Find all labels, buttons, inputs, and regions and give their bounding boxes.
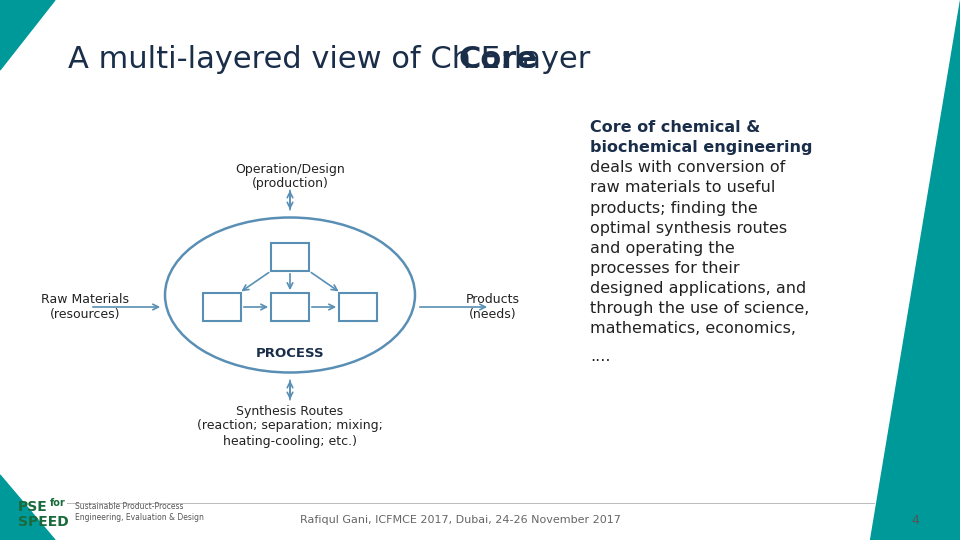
Text: 4: 4	[911, 514, 919, 526]
Polygon shape	[0, 475, 55, 540]
Text: SPEED: SPEED	[18, 515, 69, 529]
Text: optimal synthesis routes: optimal synthesis routes	[590, 221, 787, 235]
Text: Core: Core	[458, 45, 537, 74]
Text: ....: ....	[590, 349, 611, 364]
Text: Core of chemical &: Core of chemical &	[590, 120, 760, 135]
Polygon shape	[870, 0, 960, 540]
Text: biochemical engineering: biochemical engineering	[590, 140, 812, 155]
Text: PROCESS: PROCESS	[255, 347, 324, 360]
Text: processes for their: processes for their	[590, 261, 739, 276]
Text: Products
(needs): Products (needs)	[466, 293, 520, 321]
Text: raw materials to useful: raw materials to useful	[590, 180, 776, 195]
Text: through the use of science,: through the use of science,	[590, 301, 809, 316]
Text: mathematics, economics,: mathematics, economics,	[590, 321, 796, 336]
Text: Operation/Design
(production): Operation/Design (production)	[235, 163, 345, 191]
Text: Raw Materials
(resources): Raw Materials (resources)	[41, 293, 129, 321]
Polygon shape	[0, 0, 55, 70]
Text: designed applications, and: designed applications, and	[590, 281, 806, 296]
Text: Sustainable Product-Process
Engineering, Evaluation & Design: Sustainable Product-Process Engineering,…	[75, 502, 204, 522]
Text: products; finding the: products; finding the	[590, 200, 757, 215]
Text: Rafiqul Gani, ICFMCE 2017, Dubai, 24-26 November 2017: Rafiqul Gani, ICFMCE 2017, Dubai, 24-26 …	[300, 515, 620, 525]
Text: PSE: PSE	[18, 500, 48, 514]
Text: and operating the: and operating the	[590, 241, 734, 256]
Text: A multi-layered view of Ch.E:: A multi-layered view of Ch.E:	[68, 45, 520, 74]
Text: for: for	[50, 498, 65, 508]
Text: Synthesis Routes
(reaction; separation; mixing;
heating-cooling; etc.): Synthesis Routes (reaction; separation; …	[197, 404, 383, 448]
Text: deals with conversion of: deals with conversion of	[590, 160, 785, 176]
Text: layer: layer	[504, 45, 590, 74]
